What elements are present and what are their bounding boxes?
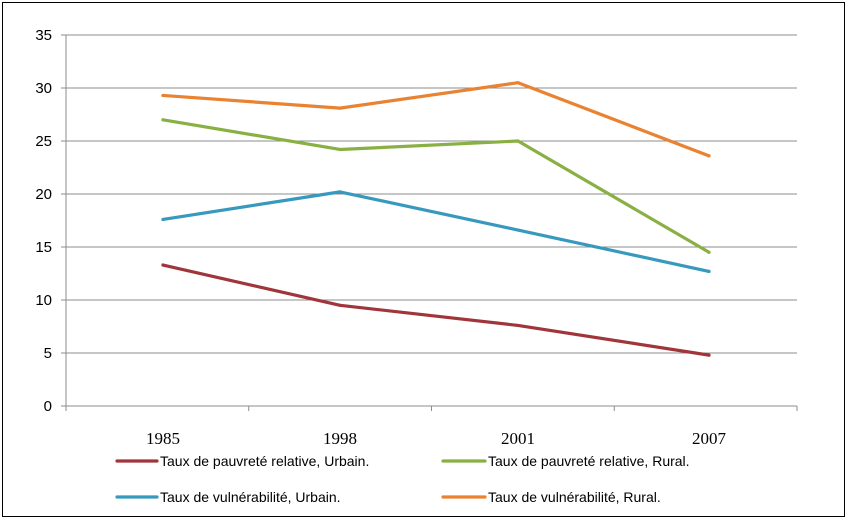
legend-label: Taux de vulnérabilité, Rural. <box>488 489 661 505</box>
x-tick-label: 2007 <box>692 429 727 448</box>
data-point <box>516 323 520 328</box>
series-line <box>161 190 711 273</box>
y-tick-label: 30 <box>35 80 52 97</box>
data-point <box>707 250 711 254</box>
x-axis-ticks: 1985 1998 2001 2007 <box>146 429 727 448</box>
legend-label: Taux de vulnérabilité, Urbain. <box>160 489 341 505</box>
data-point <box>161 118 165 122</box>
legend-label: Taux de pauvreté relative, Rural. <box>488 453 690 469</box>
series-line <box>161 263 711 357</box>
gridlines <box>66 34 797 354</box>
series-line <box>161 81 711 158</box>
series-lines <box>161 81 711 357</box>
data-point <box>516 228 520 232</box>
data-point <box>338 106 342 110</box>
data-point <box>161 217 165 222</box>
y-tick-label: 0 <box>44 398 52 415</box>
y-tick-label: 15 <box>35 239 52 256</box>
x-tick-label: 1985 <box>146 429 180 448</box>
y-tick-label: 5 <box>44 345 52 362</box>
y-tick-label: 10 <box>35 292 52 309</box>
axes <box>61 34 798 411</box>
data-point <box>707 269 711 273</box>
data-point <box>516 81 520 85</box>
data-point <box>161 93 165 98</box>
legend-label: Taux de pauvreté relative, Urbain. <box>160 453 369 469</box>
data-point <box>161 263 165 267</box>
y-tick-label: 25 <box>35 133 52 150</box>
series-line <box>161 118 711 254</box>
y-axis-ticks: 0 5 10 15 20 25 30 35 <box>35 27 52 415</box>
y-tick-label: 35 <box>35 27 52 44</box>
x-tick-label: 1998 <box>323 429 357 448</box>
data-point <box>707 154 711 158</box>
x-tick-label: 2001 <box>501 429 535 448</box>
data-point <box>516 139 520 143</box>
data-point <box>338 190 342 194</box>
legend: Taux de pauvreté relative, Urbain. Taux d… <box>115 453 690 505</box>
y-tick-label: 20 <box>35 186 52 203</box>
data-point <box>338 147 342 152</box>
data-point <box>338 303 342 307</box>
data-point <box>707 353 711 357</box>
